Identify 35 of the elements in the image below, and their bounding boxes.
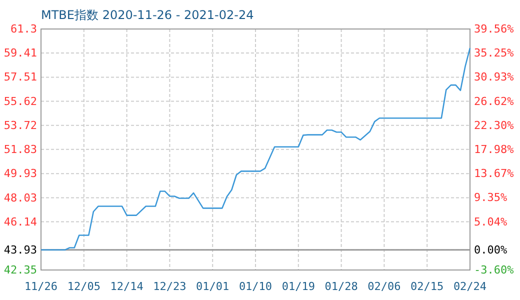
y-tick-label: 55.62 xyxy=(4,94,37,108)
y2-tick-label: 39.56% xyxy=(474,22,514,36)
y2-tick-label: 17.98% xyxy=(474,143,514,156)
y2-tick-label: 9.35% xyxy=(474,191,508,204)
line-series xyxy=(40,47,471,251)
y-tick-label: 51.83 xyxy=(4,142,37,156)
y-tick-label: 48.03 xyxy=(4,191,37,204)
x-tick-label: 11/26 xyxy=(24,280,58,293)
y2-tick-label: 35.25% xyxy=(474,46,514,60)
x-tick-label: 12/05 xyxy=(67,280,100,293)
y-tick-label: 57.51 xyxy=(4,70,37,84)
x-tick-label: 01/28 xyxy=(324,280,358,293)
x-tick-label: 01/01 xyxy=(196,280,230,293)
y-tick-label: 49.93 xyxy=(4,167,37,180)
y2-tick-label: 5.04% xyxy=(474,215,508,228)
x-tick-label: 01/19 xyxy=(282,280,315,293)
x-tick-label: 01/10 xyxy=(238,280,272,293)
y2-tick-label: 30.93% xyxy=(474,70,514,84)
x-tick-label: 02/24 xyxy=(453,280,487,293)
y2-tick-label: 22.30% xyxy=(474,118,514,132)
y-tick-label: 42.35 xyxy=(4,264,37,277)
y2-tick-label: -3.60% xyxy=(474,264,514,277)
y-tick-label: 59.41 xyxy=(4,46,37,60)
y2-tick-label: 0.00% xyxy=(474,243,508,256)
x-tick-label: 12/14 xyxy=(110,280,144,293)
y2-tick-label: 13.67% xyxy=(474,167,514,180)
y-tick-label: 53.72 xyxy=(4,118,37,132)
y2-tick-label: 26.62% xyxy=(474,94,514,108)
x-tick-label: 02/06 xyxy=(368,280,401,293)
y-tick-label: 61.3 xyxy=(10,22,37,36)
chart-title: MTBE指数 2020-11-26 - 2021-02-24 xyxy=(41,8,254,22)
x-tick-label: 12/23 xyxy=(153,280,186,293)
x-tick-label: 02/15 xyxy=(410,280,444,293)
y-tick-label: 43.93 xyxy=(4,243,37,256)
y-tick-label: 46.14 xyxy=(4,215,38,228)
